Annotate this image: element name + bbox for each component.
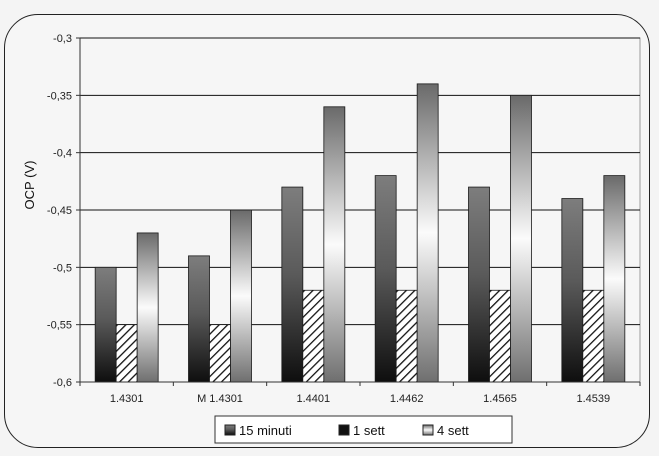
- x-tick-label: M 1.4301: [197, 393, 243, 405]
- bar-1-sett-5: [582, 289, 605, 383]
- x-tick-label: 1.4462: [390, 393, 424, 405]
- y-tick-label: -0,55: [47, 320, 72, 332]
- bar-4-sett-2: [323, 106, 346, 383]
- legend-swatch: [422, 424, 434, 436]
- legend-swatch: [224, 424, 236, 436]
- bar-1-sett-1: [209, 324, 231, 383]
- grid-layer: [79, 37, 641, 383]
- bar-1-sett-3: [395, 289, 418, 383]
- y-tick-label: -0,6: [53, 377, 72, 389]
- x-tick-label: 1.4539: [577, 393, 611, 405]
- legend-box: [214, 415, 513, 444]
- bar-4-sett-5: [603, 175, 626, 383]
- bars-layer: [94, 83, 626, 383]
- legend-label: 1 sett: [353, 423, 385, 438]
- x-tick-label: 1.4565: [483, 393, 517, 405]
- bar-4-sett-0: [136, 232, 159, 383]
- bar-4-sett-1: [230, 209, 252, 383]
- y-tick-label: -0,5: [53, 262, 72, 274]
- bar-1-sett-2: [302, 289, 325, 383]
- legend: 15 minuti 1 sett 4 sett: [214, 415, 513, 444]
- bar-15-minuti-3: [374, 175, 397, 383]
- legend-swatch: [338, 424, 350, 436]
- bar-1-sett-0: [115, 324, 138, 383]
- legend-label: 4 sett: [437, 423, 469, 438]
- bar-15-minuti-0: [94, 266, 117, 383]
- bar-4-sett-4: [510, 94, 532, 383]
- legend-label: 15 minuti: [239, 423, 292, 438]
- x-tick-label: 1.4301: [110, 393, 144, 405]
- bar-15-minuti-1: [188, 255, 210, 383]
- bar-15-minuti-4: [468, 186, 490, 383]
- y-tick-label: -0,4: [53, 148, 72, 160]
- bar-1-sett-4: [489, 289, 511, 383]
- y-tick-label: -0,45: [47, 205, 72, 217]
- y-tick-label: -0,35: [47, 90, 72, 102]
- y-axis-title: OCP (V): [22, 161, 37, 210]
- axes-layer: -0,3 -0,35 -0,4 -0,45 -0,5 -0,55 -0,6 1.4301 M 1…: [47, 33, 641, 405]
- bar-4-sett-3: [416, 83, 439, 383]
- bar-15-minuti-2: [281, 186, 304, 383]
- y-tick-label: -0,3: [53, 33, 72, 45]
- x-tick-label: 1.4401: [297, 393, 331, 405]
- bar-15-minuti-5: [561, 198, 584, 383]
